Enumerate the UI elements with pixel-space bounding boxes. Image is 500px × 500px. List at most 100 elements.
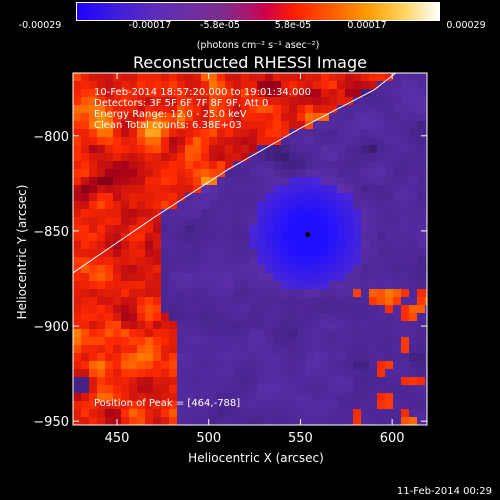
heatmap-cell	[369, 393, 378, 402]
heatmap-cell	[385, 233, 394, 242]
heatmap-cell	[273, 113, 282, 122]
heatmap-cell	[225, 89, 234, 98]
heatmap-cell	[97, 369, 106, 378]
heatmap-cell	[73, 409, 82, 418]
heatmap-cell	[425, 177, 427, 186]
heatmap-cell	[81, 417, 90, 425]
y-axis-label: Heliocentric Y (arcsec)	[15, 184, 29, 320]
heatmap-cell	[289, 153, 298, 162]
heatmap-cell	[297, 257, 306, 266]
heatmap-cell	[177, 281, 186, 290]
heatmap-cell	[233, 225, 242, 234]
heatmap-cell	[353, 305, 362, 314]
heatmap-cell	[329, 409, 338, 418]
heatmap-cell	[209, 353, 218, 362]
heatmap-cell	[193, 217, 202, 226]
heatmap-cell	[369, 281, 378, 290]
heatmap-cell	[257, 305, 266, 314]
heatmap-cell	[329, 225, 338, 234]
heatmap-cell	[377, 201, 386, 210]
heatmap-cell	[377, 289, 386, 298]
heatmap-cell	[73, 225, 82, 234]
heatmap-cell	[305, 73, 314, 82]
heatmap-cell	[217, 313, 226, 322]
heatmap-cell	[217, 393, 226, 402]
heatmap-cell	[425, 385, 427, 394]
heatmap-cell	[249, 385, 258, 394]
heatmap-cell	[193, 233, 202, 242]
heatmap-cell	[105, 145, 114, 154]
heatmap-cell	[97, 265, 106, 274]
heatmap-cell	[393, 89, 402, 98]
heatmap-cell	[393, 233, 402, 242]
heatmap-cell	[185, 313, 194, 322]
heatmap-cell	[201, 361, 210, 370]
heatmap-cell	[297, 305, 306, 314]
heatmap-cell	[153, 369, 162, 378]
heatmap-cell	[81, 105, 90, 114]
heatmap-cell	[153, 225, 162, 234]
heatmap-cell	[425, 281, 427, 290]
heatmap-cell	[161, 217, 170, 226]
heatmap-cell	[393, 393, 402, 402]
heatmap-cell	[297, 401, 306, 410]
heatmap-cell	[105, 361, 114, 370]
x-tick-label: 500	[196, 431, 221, 446]
heatmap-cell	[193, 409, 202, 418]
heatmap-cell	[257, 289, 266, 298]
heatmap-cell	[137, 209, 146, 218]
heatmap-cell	[249, 281, 258, 290]
heatmap-cell	[217, 193, 226, 202]
heatmap-cell	[425, 353, 427, 362]
heatmap-cell	[265, 409, 274, 418]
colorbar-tick-label: -0.00017	[128, 20, 172, 31]
heatmap-cell	[113, 401, 122, 410]
heatmap-cell	[201, 377, 210, 386]
heatmap-cell	[353, 313, 362, 322]
heatmap-cell	[105, 161, 114, 170]
heatmap-cell	[153, 233, 162, 242]
heatmap-cell	[121, 329, 130, 338]
heatmap-cell	[361, 345, 370, 354]
heatmap-cell	[329, 369, 338, 378]
heatmap-cell	[169, 417, 178, 425]
heatmap-cell	[161, 105, 170, 114]
heatmap-cell	[337, 217, 346, 226]
heatmap-cell	[425, 113, 427, 122]
heatmap-cell	[113, 289, 122, 298]
heatmap-cell	[241, 225, 250, 234]
heatmap-cell	[321, 345, 330, 354]
heatmap-cell	[97, 105, 106, 114]
heatmap-cell	[329, 73, 338, 82]
heatmap-cell	[137, 353, 146, 362]
heatmap-cell	[161, 297, 170, 306]
heatmap-cell	[185, 273, 194, 282]
heatmap-cell	[129, 377, 138, 386]
heatmap-cell	[257, 185, 266, 194]
heatmap-cell	[81, 185, 90, 194]
heatmap-cell	[129, 225, 138, 234]
colorbar-units: (photons cm⁻² s⁻¹ asec⁻²)	[196, 40, 320, 51]
heatmap-cell	[281, 241, 290, 250]
heatmap-cell	[137, 145, 146, 154]
heatmap-cell	[105, 377, 114, 386]
heatmap-cell	[425, 297, 427, 306]
heatmap-cell	[89, 233, 98, 242]
heatmap-cell	[361, 129, 370, 138]
heatmap-cell	[241, 281, 250, 290]
heatmap-cell	[313, 185, 322, 194]
heatmap-cell	[353, 297, 362, 306]
heatmap-cell	[337, 361, 346, 370]
heatmap-cell	[233, 161, 242, 170]
heatmap-cell	[121, 241, 130, 250]
heatmap-cell	[337, 273, 346, 282]
heatmap-cell	[353, 281, 362, 290]
heatmap-cell	[225, 329, 234, 338]
heatmap-cell	[129, 241, 138, 250]
heatmap-cell	[273, 161, 282, 170]
heatmap-cell	[129, 385, 138, 394]
heatmap-cell	[137, 385, 146, 394]
heatmap-cell	[257, 177, 266, 186]
heatmap-cell	[409, 217, 418, 226]
heatmap-cell	[345, 113, 354, 122]
